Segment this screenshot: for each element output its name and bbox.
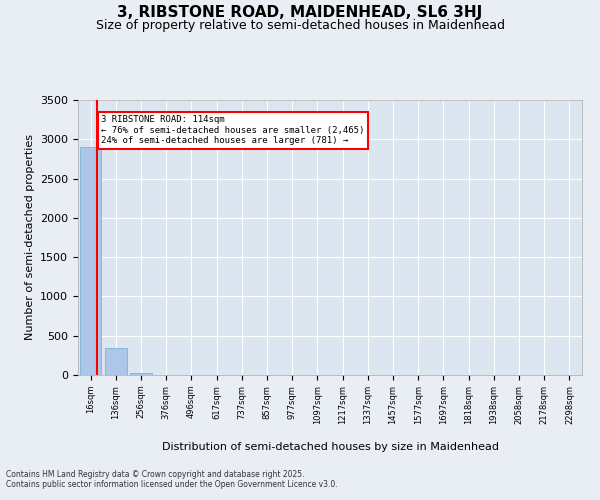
Text: 3 RIBSTONE ROAD: 114sqm
← 76% of semi-detached houses are smaller (2,465)
24% of: 3 RIBSTONE ROAD: 114sqm ← 76% of semi-de… <box>101 115 365 145</box>
Text: Size of property relative to semi-detached houses in Maidenhead: Size of property relative to semi-detach… <box>95 19 505 32</box>
Text: Contains HM Land Registry data © Crown copyright and database right 2025.
Contai: Contains HM Land Registry data © Crown c… <box>6 470 338 490</box>
Bar <box>130 372 152 375</box>
Bar <box>105 348 127 375</box>
Bar <box>80 147 101 375</box>
Y-axis label: Number of semi-detached properties: Number of semi-detached properties <box>25 134 35 340</box>
Text: 3, RIBSTONE ROAD, MAIDENHEAD, SL6 3HJ: 3, RIBSTONE ROAD, MAIDENHEAD, SL6 3HJ <box>118 5 482 20</box>
Text: Distribution of semi-detached houses by size in Maidenhead: Distribution of semi-detached houses by … <box>161 442 499 452</box>
